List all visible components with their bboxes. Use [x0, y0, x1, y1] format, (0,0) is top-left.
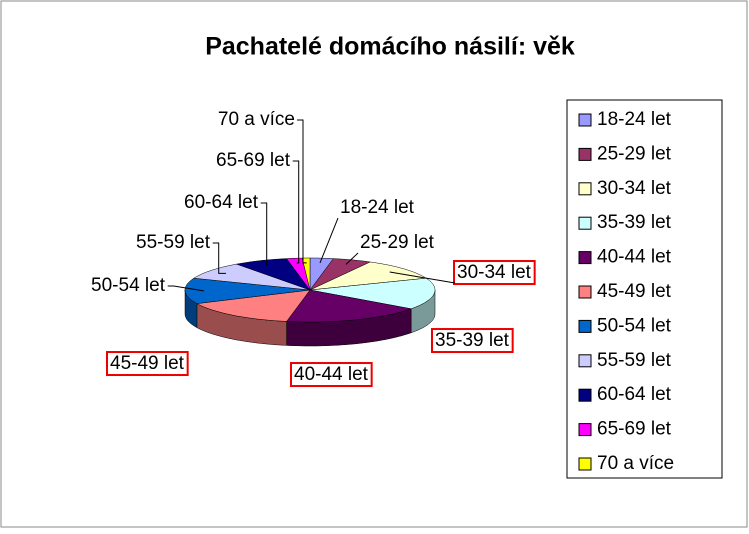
- legend-box: [566, 99, 723, 479]
- legend-label: 25-29 let: [597, 143, 672, 164]
- legend-label: 70 a více: [597, 453, 674, 474]
- legend-label: 45-49 let: [597, 281, 672, 302]
- chart-title: Pachatelé domácího násilí: věk: [205, 33, 575, 61]
- label-highlight: [453, 260, 536, 286]
- leader-line: [292, 160, 300, 264]
- leader-line: [297, 119, 307, 264]
- label-highlight: [431, 328, 514, 354]
- data-label: 25-29 let: [360, 232, 435, 253]
- data-label: 30-34 let: [457, 262, 532, 283]
- legend-swatch: [578, 216, 592, 230]
- data-label: 70 a více: [218, 109, 295, 130]
- slice: [301, 257, 311, 291]
- slice: [309, 261, 428, 291]
- data-label: 18-24 let: [340, 197, 415, 218]
- slice: [184, 277, 311, 304]
- data-label: 60-64 let: [184, 192, 259, 213]
- label-highlight: [106, 351, 189, 377]
- legend-swatch: [578, 182, 592, 196]
- data-label: 40-44 let: [294, 364, 369, 385]
- slice: [196, 289, 311, 322]
- legend-swatch: [578, 113, 592, 127]
- data-label: 50-54 let: [91, 275, 166, 296]
- legend-label: 55-59 let: [597, 350, 672, 371]
- slice: [309, 277, 436, 310]
- legend-swatch: [578, 354, 592, 368]
- legend-label: 18-24 let: [597, 109, 672, 130]
- leader-line: [260, 202, 268, 266]
- data-label: 65-69 let: [216, 150, 291, 171]
- data-label: 45-49 let: [110, 353, 185, 374]
- slice: [193, 263, 311, 291]
- legend-swatch: [578, 251, 592, 265]
- legend-swatch: [578, 319, 592, 333]
- legend-label: 35-39 let: [597, 212, 672, 233]
- legend-swatch: [578, 388, 592, 402]
- slice: [236, 258, 311, 291]
- leader-line: [212, 242, 227, 274]
- leader-line: [167, 285, 204, 292]
- legend-label: 50-54 let: [597, 315, 672, 336]
- label-highlight: [290, 362, 373, 388]
- legend-swatch: [578, 147, 592, 161]
- legend-swatch: [578, 285, 592, 299]
- legend-swatch: [578, 457, 592, 471]
- legend-label: 65-69 let: [597, 419, 672, 440]
- leader-line: [345, 252, 359, 265]
- legend-swatch: [578, 423, 592, 437]
- data-label: 35-39 let: [435, 330, 510, 351]
- leader-line: [319, 217, 339, 264]
- legend-label: 30-34 let: [597, 178, 672, 199]
- legend-label: 60-64 let: [597, 384, 672, 405]
- legend-label: 40-44 let: [597, 247, 672, 268]
- data-label: 55-59 let: [136, 232, 211, 253]
- slice: [286, 289, 413, 323]
- leader-line: [389, 271, 456, 284]
- slice: [309, 258, 372, 291]
